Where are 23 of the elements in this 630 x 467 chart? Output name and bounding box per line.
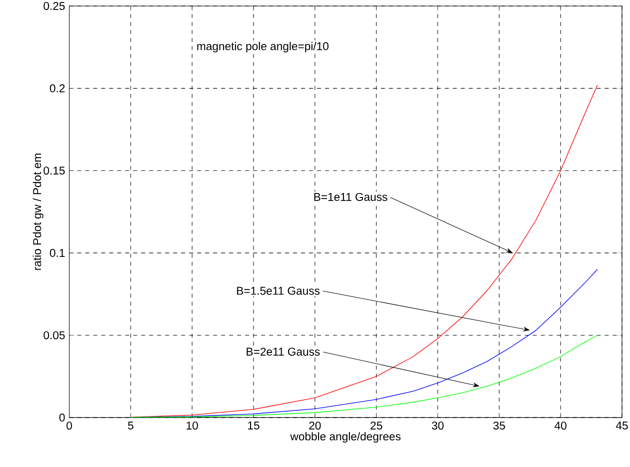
line-series [130,334,598,418]
y-axis-title: ratio Pdot gw / Pdot em [32,154,44,270]
annotation: B=1e11 Gauss [314,193,388,202]
x-tick-label: 25 [370,422,382,430]
annotation: magnetic pole angle=pi/10 [197,42,328,52]
x-axis-title: wobble angle/degrees [290,432,401,443]
annotation: B=2e11 Gauss [246,348,320,356]
x-tick-label: 20 [309,422,321,430]
x-tick-label: 10 [186,422,198,430]
y-tick-label: 0.2 [50,84,65,92]
annotation: B=1.5e11 Gauss [237,286,320,295]
x-tick-label: 35 [493,422,505,430]
y-tick-label: 0 [59,414,65,422]
x-tick-label: 40 [554,422,566,430]
x-tick-label: 15 [248,422,260,430]
x-tick-label: 5 [128,422,134,430]
y-tick-label: 0.1 [50,249,65,258]
x-tick-label: 0 [66,422,72,430]
x-tick-label: 30 [432,422,444,430]
y-tick-label: 0.15 [44,166,65,175]
y-tick-label: 0.05 [44,331,65,340]
y-tick-label: 0.25 [44,2,65,10]
x-tick-label: 45 [616,422,628,430]
